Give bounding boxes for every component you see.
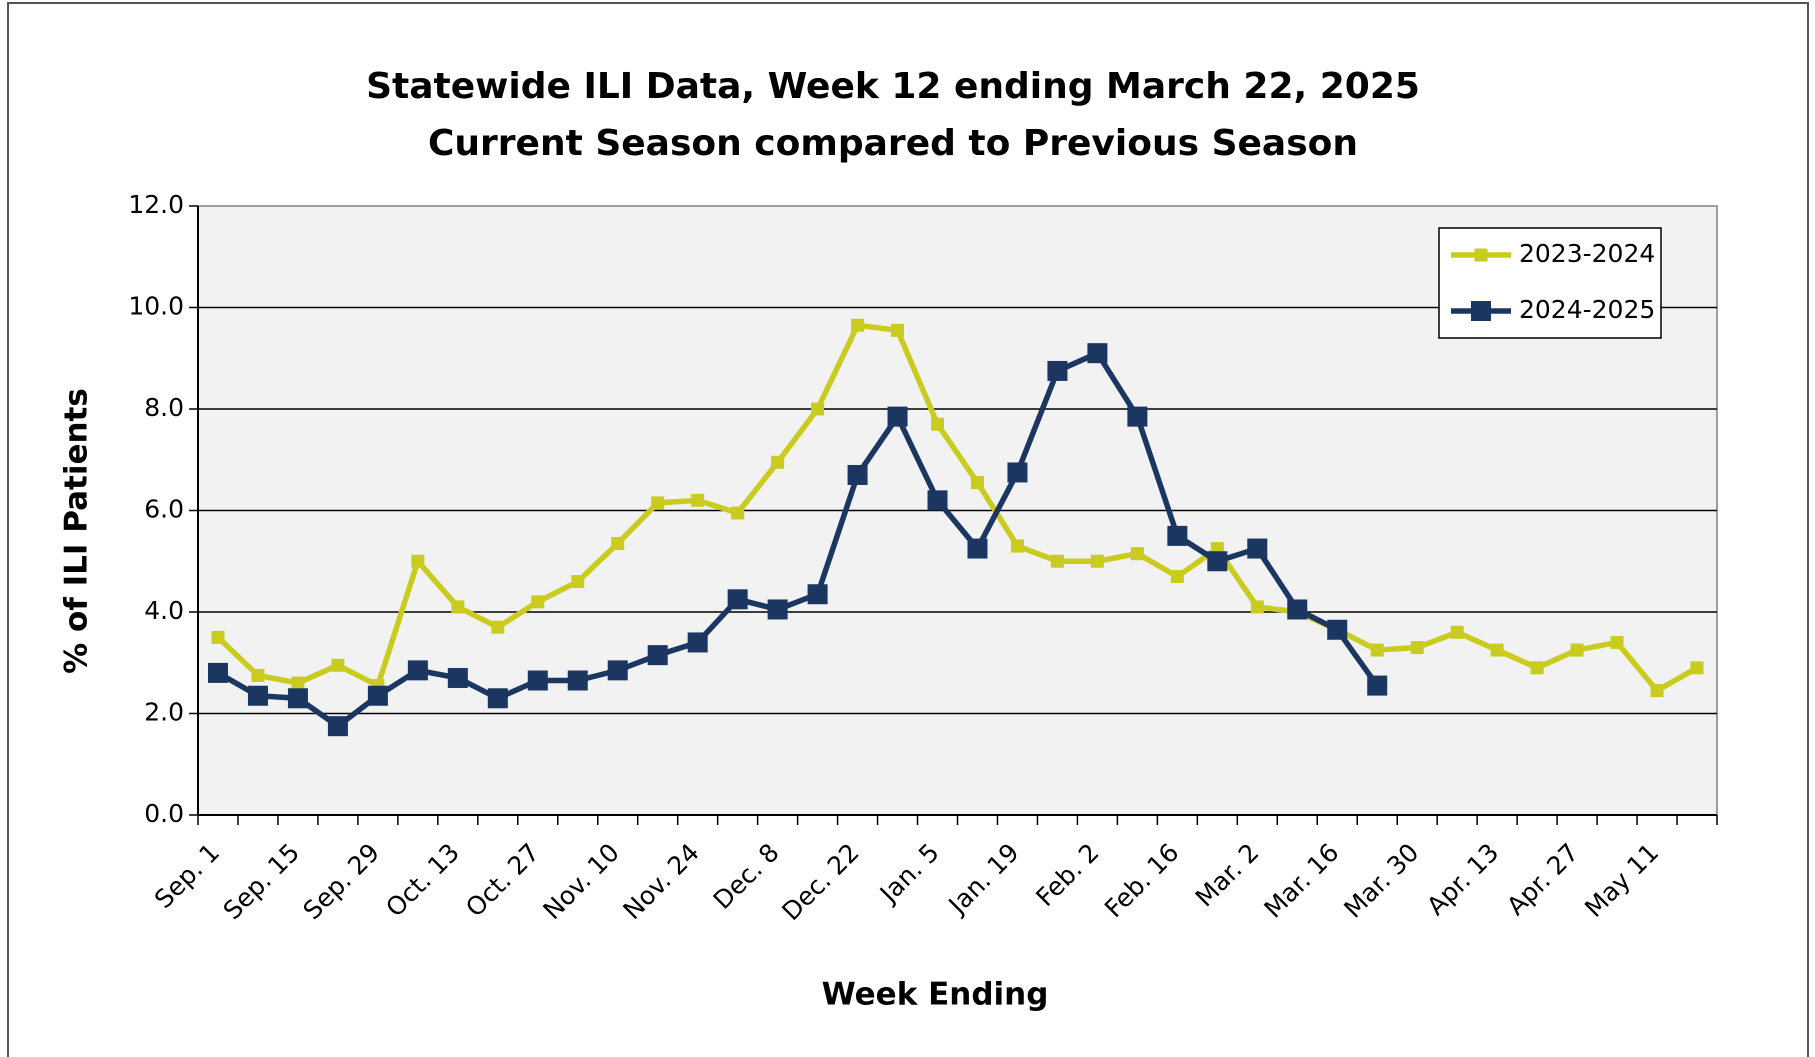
- marker: [1370, 643, 1384, 657]
- marker: [891, 323, 905, 337]
- marker: [851, 318, 865, 332]
- marker: [1050, 554, 1064, 568]
- marker: [1690, 661, 1704, 675]
- marker: [247, 685, 268, 706]
- chart-subtitle: Current Season compared to Previous Seas…: [428, 123, 1358, 164]
- marker: [847, 464, 868, 485]
- y-tick-label: 0.0: [144, 799, 184, 828]
- marker: [687, 632, 708, 653]
- marker: [1010, 539, 1024, 553]
- marker: [367, 685, 388, 706]
- marker: [1087, 343, 1108, 364]
- marker: [1207, 551, 1228, 572]
- legend-marker: [1471, 301, 1491, 321]
- marker: [1047, 360, 1068, 381]
- marker: [1410, 641, 1424, 655]
- marker: [1130, 547, 1144, 561]
- series-line: [216, 322, 1699, 694]
- legend-marker: [1474, 248, 1488, 262]
- marker: [771, 455, 785, 469]
- marker: [811, 402, 825, 416]
- marker: [1327, 619, 1348, 640]
- marker: [407, 660, 428, 681]
- marker: [731, 506, 745, 520]
- marker: [1367, 675, 1388, 696]
- marker: [211, 630, 225, 644]
- marker: [931, 417, 945, 431]
- marker: [287, 688, 308, 709]
- marker: [1167, 525, 1188, 546]
- marker: [727, 589, 748, 610]
- marker: [567, 670, 588, 691]
- marker: [1610, 635, 1624, 649]
- marker: [927, 490, 948, 511]
- marker: [411, 554, 425, 568]
- marker: [491, 620, 505, 634]
- marker: [967, 538, 988, 559]
- marker: [571, 575, 585, 589]
- marker: [327, 716, 348, 737]
- marker: [1007, 462, 1028, 483]
- marker: [611, 536, 625, 550]
- marker: [447, 667, 468, 688]
- marker: [691, 493, 705, 507]
- marker: [1287, 599, 1308, 620]
- marker: [1250, 600, 1264, 614]
- marker: [647, 645, 668, 666]
- marker: [887, 406, 908, 427]
- marker: [767, 599, 788, 620]
- y-tick-label: 4.0: [144, 596, 184, 625]
- marker: [1090, 554, 1104, 568]
- marker: [451, 600, 465, 614]
- marker: [970, 476, 984, 490]
- legend-label: 2024-2025: [1519, 295, 1655, 324]
- marker: [531, 595, 545, 609]
- y-tick-label: 12.0: [128, 190, 184, 219]
- y-tick-label: 6.0: [144, 495, 184, 524]
- y-tick-label: 10.0: [128, 292, 184, 321]
- marker: [807, 584, 828, 605]
- x-axis-label: Week Ending: [822, 977, 1049, 1013]
- marker: [1170, 569, 1184, 583]
- y-tick-label: 2.0: [144, 698, 184, 727]
- marker: [251, 668, 265, 682]
- y-axis-label: % of ILI Patients: [59, 388, 95, 674]
- marker: [1490, 643, 1504, 657]
- marker: [207, 662, 228, 683]
- marker: [1247, 538, 1268, 559]
- marker: [291, 676, 305, 690]
- marker: [527, 670, 548, 691]
- marker: [607, 660, 628, 681]
- marker: [1127, 406, 1148, 427]
- marker: [1650, 684, 1664, 698]
- y-tick-label: 8.0: [144, 393, 184, 422]
- marker: [487, 688, 508, 709]
- chart-title: Statewide ILI Data, Week 12 ending March…: [366, 66, 1420, 107]
- marker: [651, 496, 665, 510]
- marker: [1570, 643, 1584, 657]
- legend-label: 2023-2024: [1519, 239, 1655, 268]
- marker: [331, 658, 345, 672]
- marker: [1450, 625, 1464, 639]
- marker: [1530, 661, 1544, 675]
